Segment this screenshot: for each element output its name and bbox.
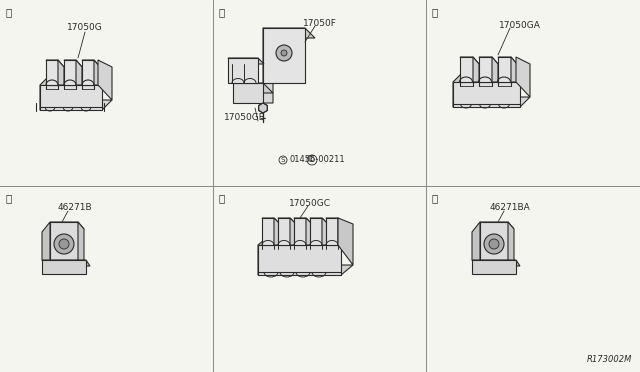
Polygon shape — [258, 235, 270, 275]
Polygon shape — [310, 218, 322, 245]
Polygon shape — [82, 60, 94, 85]
Text: 17050GB: 17050GB — [224, 113, 266, 122]
Polygon shape — [274, 218, 280, 245]
Circle shape — [489, 239, 499, 249]
Text: ⓑ: ⓑ — [219, 7, 225, 17]
Text: R173002M: R173002M — [587, 355, 632, 364]
Polygon shape — [338, 218, 344, 245]
Polygon shape — [480, 222, 508, 260]
Text: 17050F: 17050F — [303, 19, 337, 28]
Polygon shape — [228, 58, 258, 83]
Polygon shape — [492, 57, 498, 82]
Polygon shape — [498, 57, 517, 64]
Polygon shape — [460, 57, 479, 64]
Polygon shape — [259, 103, 268, 113]
Polygon shape — [508, 222, 514, 264]
Polygon shape — [98, 60, 112, 100]
Text: 46271B: 46271B — [58, 203, 92, 212]
Polygon shape — [42, 222, 50, 260]
Polygon shape — [233, 83, 273, 93]
Circle shape — [54, 234, 74, 254]
Polygon shape — [511, 57, 517, 82]
Polygon shape — [263, 28, 305, 83]
Polygon shape — [294, 218, 306, 245]
Text: ⓕ: ⓕ — [432, 193, 438, 203]
Text: ⓔ: ⓔ — [219, 193, 225, 203]
Polygon shape — [228, 58, 264, 64]
Polygon shape — [76, 60, 82, 85]
Polygon shape — [294, 218, 312, 224]
Polygon shape — [278, 218, 296, 224]
Polygon shape — [326, 218, 344, 224]
Text: 01456-00211: 01456-00211 — [290, 155, 346, 164]
Text: ©: © — [307, 155, 315, 164]
Polygon shape — [453, 82, 520, 107]
Polygon shape — [233, 83, 263, 103]
Text: ⓓ: ⓓ — [6, 193, 12, 203]
Polygon shape — [263, 28, 315, 38]
Polygon shape — [258, 245, 341, 275]
Polygon shape — [473, 57, 479, 82]
Polygon shape — [82, 60, 100, 67]
Polygon shape — [498, 57, 511, 82]
Text: 46271BA: 46271BA — [490, 203, 531, 212]
Polygon shape — [290, 218, 296, 245]
Polygon shape — [94, 60, 100, 85]
Polygon shape — [46, 60, 58, 85]
Polygon shape — [50, 222, 84, 229]
Polygon shape — [278, 218, 290, 245]
Polygon shape — [338, 218, 353, 265]
Text: ⓐ: ⓐ — [6, 7, 12, 17]
Polygon shape — [64, 60, 82, 67]
Text: 17050GA: 17050GA — [499, 20, 541, 29]
Polygon shape — [479, 57, 498, 64]
Text: 17050G: 17050G — [67, 23, 103, 32]
Polygon shape — [479, 57, 492, 82]
Polygon shape — [40, 75, 50, 110]
Polygon shape — [310, 218, 328, 224]
Polygon shape — [472, 260, 520, 266]
Polygon shape — [262, 218, 280, 224]
Circle shape — [59, 239, 69, 249]
Polygon shape — [42, 260, 90, 266]
Polygon shape — [472, 222, 480, 260]
Text: S: S — [281, 157, 285, 163]
Circle shape — [276, 45, 292, 61]
Circle shape — [281, 50, 287, 56]
Polygon shape — [262, 218, 274, 245]
Text: ⓒ: ⓒ — [432, 7, 438, 17]
Polygon shape — [460, 57, 473, 82]
Polygon shape — [50, 222, 78, 260]
Polygon shape — [453, 72, 463, 107]
Polygon shape — [42, 260, 86, 274]
Polygon shape — [40, 100, 112, 110]
Polygon shape — [322, 218, 328, 245]
Polygon shape — [58, 60, 64, 85]
Polygon shape — [64, 60, 76, 85]
Polygon shape — [258, 265, 353, 275]
Polygon shape — [453, 97, 530, 107]
Polygon shape — [46, 60, 64, 67]
Polygon shape — [263, 28, 273, 103]
Polygon shape — [472, 260, 516, 274]
Text: 17050GC: 17050GC — [289, 199, 331, 208]
Polygon shape — [306, 218, 312, 245]
Polygon shape — [78, 222, 84, 264]
Polygon shape — [326, 218, 338, 245]
Circle shape — [484, 234, 504, 254]
Polygon shape — [516, 57, 530, 97]
Polygon shape — [40, 85, 102, 110]
Polygon shape — [480, 222, 514, 229]
